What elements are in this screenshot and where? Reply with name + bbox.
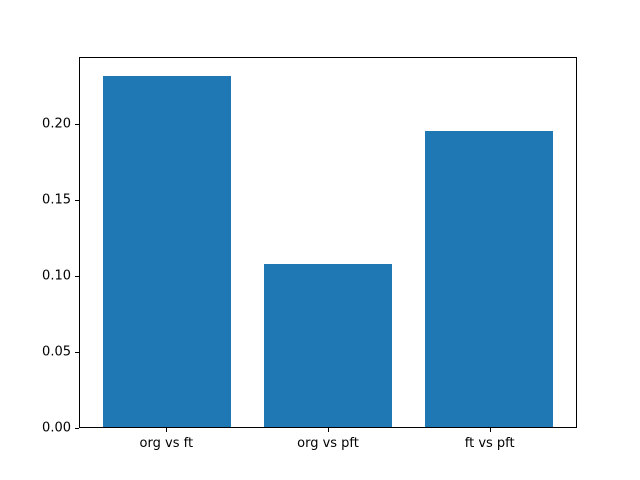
x-tick-label: org vs ft <box>139 436 194 451</box>
x-tick-mark <box>490 428 491 432</box>
x-tick-mark <box>166 428 167 432</box>
x-tick-label: ft vs pft <box>464 436 515 451</box>
y-tick-mark <box>75 352 79 353</box>
plot-area <box>79 57 577 428</box>
x-tick-mark <box>328 428 329 432</box>
x-tick-label: org vs pft <box>297 436 359 451</box>
y-tick-label: 0.05 <box>42 344 71 360</box>
y-tick-label: 0.10 <box>42 268 71 284</box>
y-tick-label: 0.00 <box>42 420 71 436</box>
y-tick-mark <box>75 200 79 201</box>
bar-ft-vs-pft <box>424 130 554 427</box>
bar-org-vs-pft <box>263 263 393 427</box>
y-tick-mark <box>75 276 79 277</box>
y-tick-mark <box>75 124 79 125</box>
y-tick-mark <box>75 428 79 429</box>
bar-org-vs-ft <box>102 76 232 427</box>
y-tick-label: 0.20 <box>42 116 71 132</box>
y-tick-label: 0.15 <box>42 192 71 208</box>
